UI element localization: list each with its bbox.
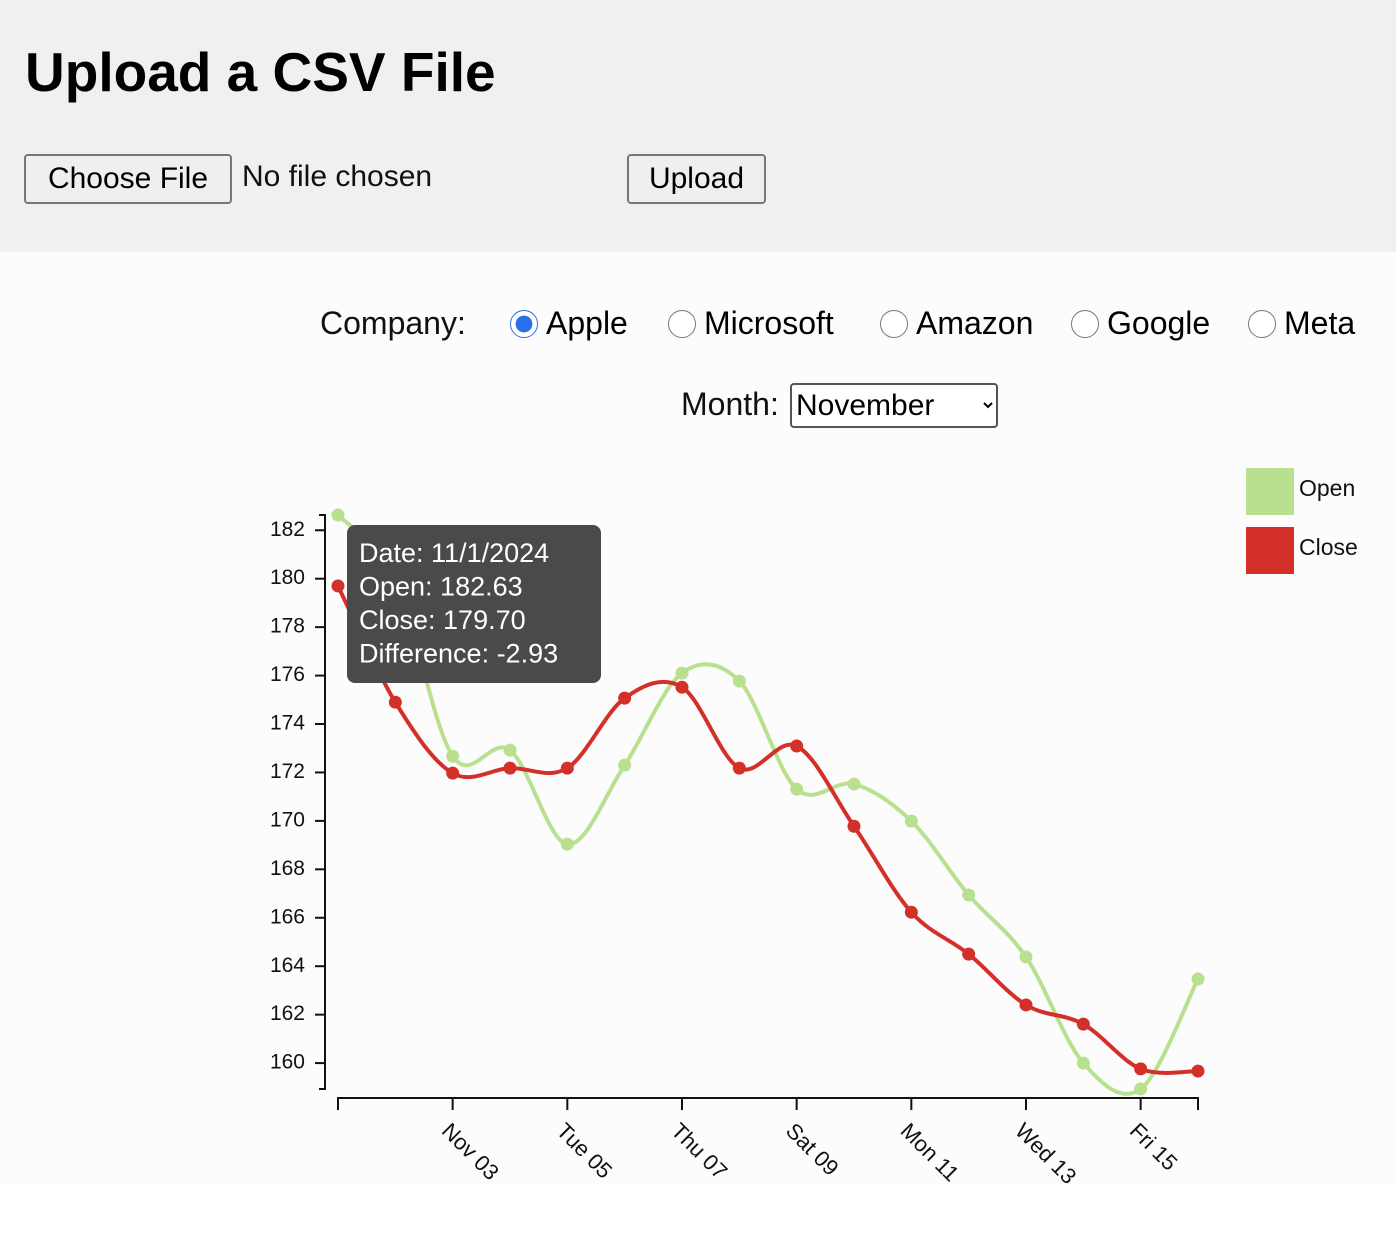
- tooltip-line: Difference: -2.93: [359, 639, 558, 669]
- y-tick-label: 174: [270, 712, 305, 735]
- data-point: [1191, 1064, 1205, 1078]
- y-tick-label: 172: [270, 760, 305, 783]
- data-point: [1076, 1017, 1090, 1031]
- chart-panel: [0, 252, 1396, 1185]
- x-tick-label: Tue 05: [552, 1118, 618, 1184]
- data-point: [388, 695, 402, 709]
- company-option[interactable]: Meta: [1248, 305, 1355, 342]
- data-point: [1019, 998, 1033, 1012]
- x-tick-label: Sat 09: [781, 1118, 844, 1181]
- month-select[interactable]: November: [790, 383, 998, 428]
- tooltip-line: Date: 11/1/2024: [359, 538, 549, 568]
- company-radio[interactable]: [1071, 309, 1099, 338]
- data-point: [1191, 972, 1205, 986]
- y-tick-label: 168: [270, 857, 305, 880]
- y-tick-label: 160: [270, 1051, 305, 1074]
- data-point: [446, 766, 460, 780]
- tooltip-box: [347, 525, 601, 683]
- company-radio[interactable]: [510, 309, 538, 338]
- data-point: [618, 758, 632, 772]
- company-option[interactable]: Amazon: [880, 305, 1033, 342]
- x-axis: [337, 1097, 1199, 1110]
- data-point: [790, 739, 804, 753]
- y-tick-label: 176: [270, 663, 305, 686]
- company-option[interactable]: Google: [1071, 305, 1210, 342]
- company-name: Google: [1107, 305, 1211, 341]
- data-point: [847, 819, 861, 833]
- company-label: Company:: [320, 305, 466, 341]
- month-label: Month:: [681, 386, 779, 422]
- tooltip-line: Close: 179.70: [359, 605, 526, 635]
- company-option[interactable]: Microsoft: [668, 305, 834, 342]
- tooltip-line: Open: 182.63: [359, 572, 523, 602]
- choose-file-button[interactable]: Choose File: [24, 154, 232, 204]
- company-option[interactable]: Apple: [510, 305, 628, 342]
- data-point: [618, 691, 632, 705]
- y-tick-label: 182: [270, 518, 305, 541]
- x-tick-label: Fri 15: [1125, 1118, 1182, 1175]
- data-point: [446, 749, 460, 763]
- data-point: [732, 761, 746, 775]
- data-point: [962, 888, 976, 902]
- page-title: Upload a CSV File: [25, 41, 496, 103]
- company-radio[interactable]: [1248, 309, 1276, 338]
- data-point: [962, 947, 976, 961]
- data-point: [904, 814, 918, 828]
- data-point: [331, 579, 345, 593]
- y-tick-label: 164: [270, 954, 305, 977]
- data-point: [503, 761, 517, 775]
- legend-swatch: [1246, 468, 1294, 515]
- legend-swatch: [1246, 527, 1294, 574]
- company-name: Microsoft: [704, 305, 834, 341]
- data-point: [1019, 950, 1033, 964]
- y-tick-label: 162: [270, 1002, 305, 1025]
- company-radio[interactable]: [668, 309, 696, 338]
- data-point: [790, 782, 804, 796]
- y-axis: [319, 514, 326, 1090]
- company-radio[interactable]: [880, 309, 908, 338]
- series-line: [336, 585, 1199, 1075]
- upload-button[interactable]: Upload: [627, 154, 766, 204]
- data-point: [732, 674, 746, 688]
- data-point: [1134, 1082, 1148, 1096]
- data-point: [675, 680, 689, 694]
- legend-label: Open: [1299, 475, 1355, 501]
- data-point: [1134, 1062, 1148, 1076]
- x-tick-label: Mon 11: [896, 1118, 964, 1186]
- data-point: [560, 761, 574, 775]
- x-tick-label: Nov 03: [437, 1118, 504, 1185]
- company-name: Amazon: [916, 305, 1034, 341]
- y-tick-label: 178: [270, 615, 305, 638]
- data-point: [331, 508, 345, 522]
- x-tick-label: Wed 13: [1010, 1118, 1081, 1189]
- y-tick-label: 166: [270, 905, 305, 928]
- company-name: Meta: [1284, 305, 1356, 341]
- data-point: [847, 777, 861, 791]
- data-point: [904, 905, 918, 919]
- y-tick-label: 180: [270, 566, 305, 589]
- company-name: Apple: [546, 305, 628, 341]
- x-tick-label: Thu 07: [666, 1118, 732, 1184]
- data-point: [560, 837, 574, 851]
- data-point: [503, 743, 517, 757]
- legend-label: Close: [1299, 534, 1358, 560]
- data-point: [1076, 1056, 1090, 1070]
- file-status: No file chosen: [242, 160, 433, 193]
- y-tick-label: 170: [270, 808, 305, 831]
- data-point: [675, 666, 689, 680]
- upload-panel: Upload a CSV File Choose File No file ch…: [0, 0, 1396, 252]
